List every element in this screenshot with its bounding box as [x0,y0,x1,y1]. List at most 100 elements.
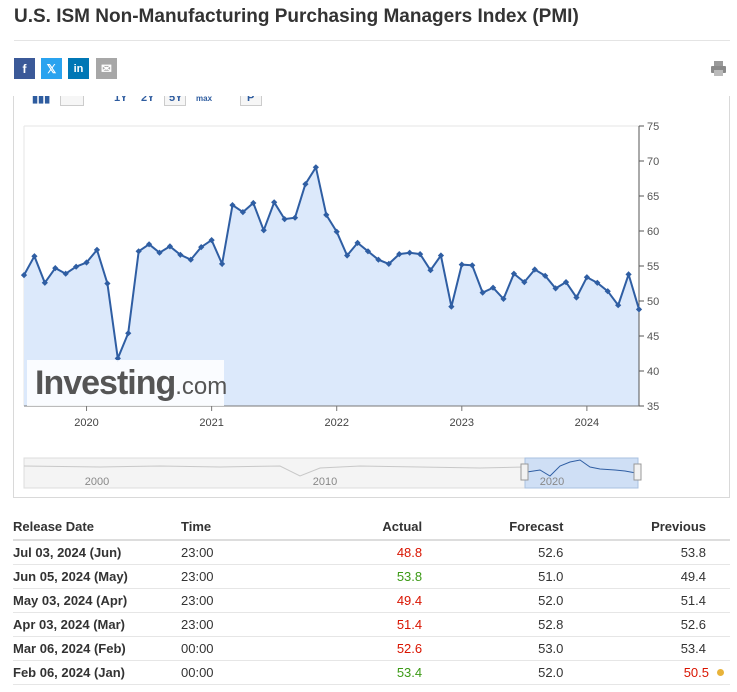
data-point[interactable] [250,199,257,207]
actual-cell: 48.8 [331,540,447,565]
data-point[interactable] [302,180,309,188]
data-point[interactable] [469,262,476,269]
forecast-cell-value: 52.6 [538,544,564,560]
y-tick-label: 50 [647,296,659,308]
time-cell-value: 23:00 [181,568,214,584]
data-point[interactable] [344,252,351,259]
data-point[interactable] [448,303,455,310]
previous-cell-value: 53.4 [680,640,706,656]
p-button[interactable]: P [247,96,255,104]
actual-cell: 51.4 [331,612,447,637]
data-point[interactable] [416,250,424,258]
x-tick-label: 2023 [450,417,474,429]
data-point[interactable] [489,284,497,291]
table-row: Apr 03, 2024 (Mar) 23:00 51.4 52.8 52.6 [13,612,730,637]
data-point[interactable] [542,272,549,279]
data-point[interactable] [625,271,632,278]
forecast-cell-value: 52.0 [538,664,564,680]
previous-cell: 49.4 [587,564,730,589]
time-cell: 00:00 [181,636,331,661]
actual-cell: 53.4 [331,660,447,685]
forecast-cell: 53.0 [446,636,588,661]
data-point[interactable] [479,289,486,296]
navigator[interactable]: 2000 2010 2020 [23,457,642,489]
navigator-tick: 2000 [85,476,109,488]
col-actual[interactable]: Actual [331,514,447,541]
x-tick-label: 2020 [74,417,98,429]
navigator-right-handle[interactable] [633,463,642,481]
previous-cell-value: 50.5 [683,664,709,680]
previous-cell-value: 49.4 [680,568,706,584]
data-point[interactable] [281,215,288,223]
actual-cell: 53.8 [331,564,447,589]
data-point[interactable] [635,306,643,313]
forecast-cell-value: 52.8 [538,616,564,632]
data-point[interactable] [396,250,403,258]
y-axis: 35 40 45 50 55 60 65 70 75 [638,121,659,413]
col-forecast[interactable]: Forecast [446,514,588,541]
p-button-box [240,96,262,106]
title-divider [14,40,730,41]
forecast-cell: 52.6 [446,540,588,565]
forecast-cell-value: 53.0 [538,640,564,656]
data-point[interactable] [385,260,392,268]
actual-cell: 52.6 [331,636,447,661]
y-tick-label: 55 [647,261,659,273]
email-share-button[interactable]: ✉ [96,58,117,79]
data-point[interactable] [145,241,153,248]
y-tick-label: 35 [647,401,659,413]
navigator-left-handle[interactable] [520,463,529,481]
actual-cell-value: 49.4 [396,592,423,608]
range-max[interactable]: max [196,96,213,103]
investing-watermark: Investing.com [27,360,227,406]
release-date-cell-value: Apr 03, 2024 (Mar) [13,616,125,632]
table-header-row: Release Date Time Actual Forecast Previo… [13,514,730,541]
previous-cell: 53.4 [587,636,730,661]
forecast-cell: 52.0 [446,588,588,613]
y-tick-label: 75 [647,121,659,133]
actual-cell-value: 53.4 [396,664,423,680]
release-date-cell: Feb 06, 2024 (Jan) [13,660,181,685]
y-tick-label: 65 [647,191,659,203]
previous-cell: 53.8 [587,540,730,565]
data-point[interactable] [375,256,382,263]
forecast-cell: 52.8 [446,612,588,637]
col-time[interactable]: Time [181,514,331,541]
area-chart-icon[interactable] [60,96,84,106]
range-5y[interactable]: 5Y [169,96,183,104]
y-tick-label: 70 [647,156,659,168]
data-point[interactable] [427,267,434,274]
range-2y[interactable]: 2Y [141,96,155,104]
data-point[interactable] [93,246,101,254]
data-point[interactable] [594,279,601,286]
watermark-main: Investing [35,364,176,402]
data-point[interactable] [458,261,465,268]
data-point[interactable] [125,330,132,337]
linkedin-share-button[interactable]: in [68,58,89,79]
bar-chart-icon[interactable]: ▮▮▮ [32,96,51,105]
release-date-cell-value: Feb 06, 2024 (Jan) [13,664,125,680]
time-cell-value: 23:00 [181,616,214,632]
x-tick-label: 2021 [199,417,223,429]
x-tick-label: 2022 [324,417,348,429]
navigator-history-line [23,465,525,477]
col-release-date[interactable]: Release Date [13,514,181,541]
previous-cell-value: 53.8 [680,544,706,560]
release-date-cell-value: Jun 05, 2024 (May) [13,568,128,584]
data-point[interactable] [500,295,507,303]
twitter-share-button[interactable]: 𝕏 [41,58,62,79]
data-point[interactable] [135,248,142,255]
col-previous[interactable]: Previous [587,514,730,541]
facebook-share-button[interactable]: f [14,58,35,79]
data-point[interactable] [552,285,559,292]
release-date-cell: Mar 06, 2024 (Feb) [13,636,181,661]
printer-icon[interactable] [710,60,727,77]
release-date-cell: Jul 03, 2024 (Jun) [13,540,181,565]
range-1y[interactable]: 1Y [114,96,128,104]
data-point[interactable] [166,243,174,250]
data-point[interactable] [156,249,163,256]
y-tick-label: 40 [647,366,659,378]
actual-cell-value: 48.8 [396,544,423,560]
release-date-cell-value: Jul 03, 2024 (Jun) [13,544,122,560]
